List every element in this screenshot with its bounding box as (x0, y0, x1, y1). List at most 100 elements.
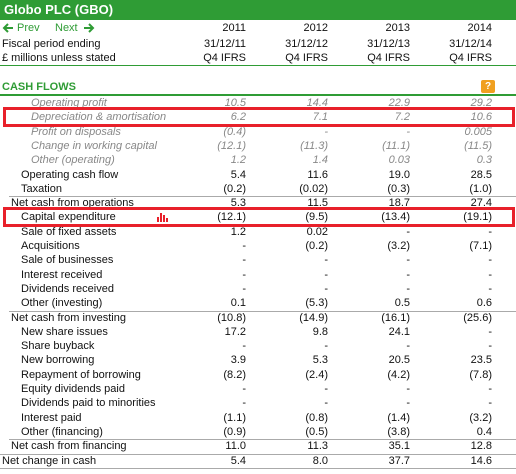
row-rule (0, 453, 516, 455)
cell: - (324, 383, 328, 395)
row-label: Dividends received (21, 282, 114, 295)
cell: (3.8) (387, 425, 410, 438)
cell: (2.4) (305, 368, 328, 381)
row-rule (9, 310, 516, 312)
cell: - (324, 125, 328, 138)
cell: 0.3 (476, 154, 492, 167)
cell: (19.1) (463, 211, 492, 224)
section-title: CASH FLOWS (2, 81, 76, 93)
row-label: Other (investing) (21, 297, 103, 310)
row-label: Net change in cash (2, 454, 97, 467)
cell: (16.1) (381, 311, 410, 324)
cell: 20.5 (388, 354, 410, 367)
row-label: Sale of fixed assets (21, 225, 117, 238)
cell: - (406, 225, 410, 238)
cell: 17.2 (224, 325, 246, 338)
row-label: Taxation (21, 182, 62, 195)
cell: 19.0 (388, 168, 410, 181)
cell: (14.9) (299, 311, 328, 324)
cell: (7.1) (469, 240, 492, 252)
cell: 18.7 (388, 197, 410, 210)
cell: (11.5) (464, 139, 492, 152)
cell: (0.2) (305, 240, 328, 252)
row-label: Other (operating) (31, 154, 115, 167)
row-label: New share issues (21, 325, 108, 338)
row-label: Profit on disposals (31, 125, 121, 138)
cell: (11.1) (382, 139, 410, 152)
cell: - (406, 397, 410, 410)
period: 31/12/13 (367, 38, 410, 50)
basis: Q4 IFRS (367, 52, 410, 64)
basis: Q4 IFRS (285, 52, 328, 64)
cell: 0.005 (464, 125, 492, 138)
row-label: Acquisitions (21, 240, 80, 252)
cell: - (324, 282, 328, 295)
cell: 7.1 (312, 111, 328, 124)
cell: - (242, 240, 246, 252)
row-label: Operating cash flow (21, 168, 119, 181)
cell: 5.4 (230, 168, 246, 181)
row-label: Interest paid (21, 411, 82, 424)
cell: 10.6 (470, 111, 492, 124)
cell: 37.7 (388, 454, 410, 467)
cell: (1.1) (223, 411, 246, 424)
row-label: Sale of businesses (21, 254, 114, 267)
cell: (12.1) (217, 139, 246, 152)
row-label: Depreciation & amortisation (31, 111, 167, 124)
cell: (0.3) (387, 182, 410, 195)
cell: - (324, 397, 328, 410)
prev-link[interactable]: Prev (17, 22, 40, 34)
cell: - (406, 282, 410, 295)
cell: 11.3 (307, 440, 328, 453)
prev-arrow[interactable] (2, 23, 14, 33)
cell: - (242, 397, 246, 410)
cell: 14.6 (470, 454, 492, 467)
row-label: Other (financing) (21, 425, 103, 438)
cell: - (406, 340, 410, 353)
row-label: Equity dividends paid (21, 383, 125, 395)
cell: 23.5 (470, 354, 492, 367)
next-arrow[interactable] (83, 23, 95, 33)
chart-icon[interactable] (157, 212, 169, 223)
cell: - (488, 268, 492, 281)
cell: 3.9 (230, 354, 246, 367)
row-label: Net cash from investing (11, 311, 126, 324)
cell: - (406, 268, 410, 281)
cell: 0.02 (306, 225, 328, 238)
cell: 0.1 (230, 297, 246, 310)
cell: (1.0) (469, 182, 492, 195)
cell: 24.1 (388, 325, 410, 338)
cell: - (406, 383, 410, 395)
cell: 1.2 (230, 154, 246, 167)
section-rule (0, 94, 516, 96)
cell: (0.02) (299, 182, 328, 195)
row-label: Repayment of borrowing (21, 368, 141, 381)
help-icon[interactable]: ? (481, 80, 495, 93)
period-label: Fiscal period ending (2, 38, 101, 50)
row-label: Net cash from financing (11, 440, 127, 453)
row-label: Dividends paid to minorities (21, 397, 156, 410)
cell: 6.2 (230, 111, 246, 124)
cell: (5.3) (305, 297, 328, 310)
units-label: £ millions unless stated (2, 52, 116, 64)
year: 2011 (222, 22, 246, 34)
row-rule (9, 439, 516, 441)
cell: - (488, 383, 492, 395)
cell: 1.2 (230, 225, 246, 238)
cell: (13.4) (381, 211, 410, 224)
cell: 5.3 (312, 354, 328, 367)
cell: 8.0 (312, 454, 328, 467)
cell: 0.5 (394, 297, 410, 310)
cell: (0.4) (223, 125, 246, 138)
title-bar (0, 0, 516, 20)
cell: (3.2) (387, 240, 410, 252)
row-label: Share buyback (21, 340, 95, 353)
cell: 12.8 (470, 440, 492, 453)
row-label: Operating profit (31, 97, 107, 109)
cell: (8.2) (223, 368, 246, 381)
cell: 11.6 (307, 168, 328, 181)
cell: - (324, 340, 328, 353)
next-link[interactable]: Next (55, 22, 78, 34)
cell: 11.0 (225, 440, 246, 453)
